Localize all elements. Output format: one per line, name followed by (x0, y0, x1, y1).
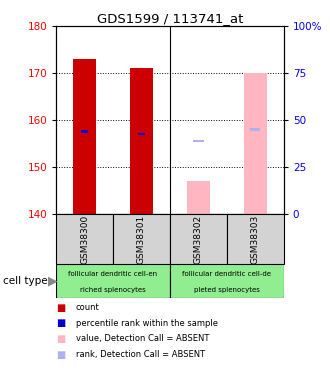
Text: value, Detection Call = ABSENT: value, Detection Call = ABSENT (76, 334, 209, 344)
Text: GSM38301: GSM38301 (137, 214, 146, 264)
Bar (81, 130, 88, 133)
Bar (170, 214, 227, 264)
Text: ▶: ▶ (48, 275, 57, 288)
Text: rank, Detection Call = ABSENT: rank, Detection Call = ABSENT (76, 350, 205, 359)
Bar (170, 264, 284, 298)
Text: percentile rank within the sample: percentile rank within the sample (76, 319, 218, 328)
Text: ■: ■ (56, 303, 65, 312)
Text: GSM38302: GSM38302 (194, 214, 203, 264)
Bar (73, 59, 96, 214)
Text: ■: ■ (56, 350, 65, 360)
Bar (244, 73, 267, 214)
Bar (56, 214, 113, 264)
Text: riched splenocytes: riched splenocytes (80, 286, 146, 292)
Bar (193, 140, 204, 142)
Bar (227, 214, 284, 264)
Text: ■: ■ (56, 334, 65, 344)
Text: count: count (76, 303, 100, 312)
Text: cell type: cell type (3, 276, 48, 286)
Text: follicular dendritic cell-en: follicular dendritic cell-en (68, 272, 158, 278)
Text: GSM38300: GSM38300 (80, 214, 89, 264)
Bar (187, 181, 210, 214)
Text: ■: ■ (56, 318, 65, 328)
Bar (130, 68, 153, 214)
Bar (56, 264, 170, 298)
Text: follicular dendritic cell-de: follicular dendritic cell-de (182, 272, 271, 278)
Bar (250, 128, 260, 130)
Title: GDS1599 / 113741_at: GDS1599 / 113741_at (97, 12, 243, 25)
Bar (113, 214, 170, 264)
Text: pleted splenocytes: pleted splenocytes (194, 286, 260, 292)
Text: GSM38303: GSM38303 (251, 214, 260, 264)
Bar (138, 133, 145, 135)
